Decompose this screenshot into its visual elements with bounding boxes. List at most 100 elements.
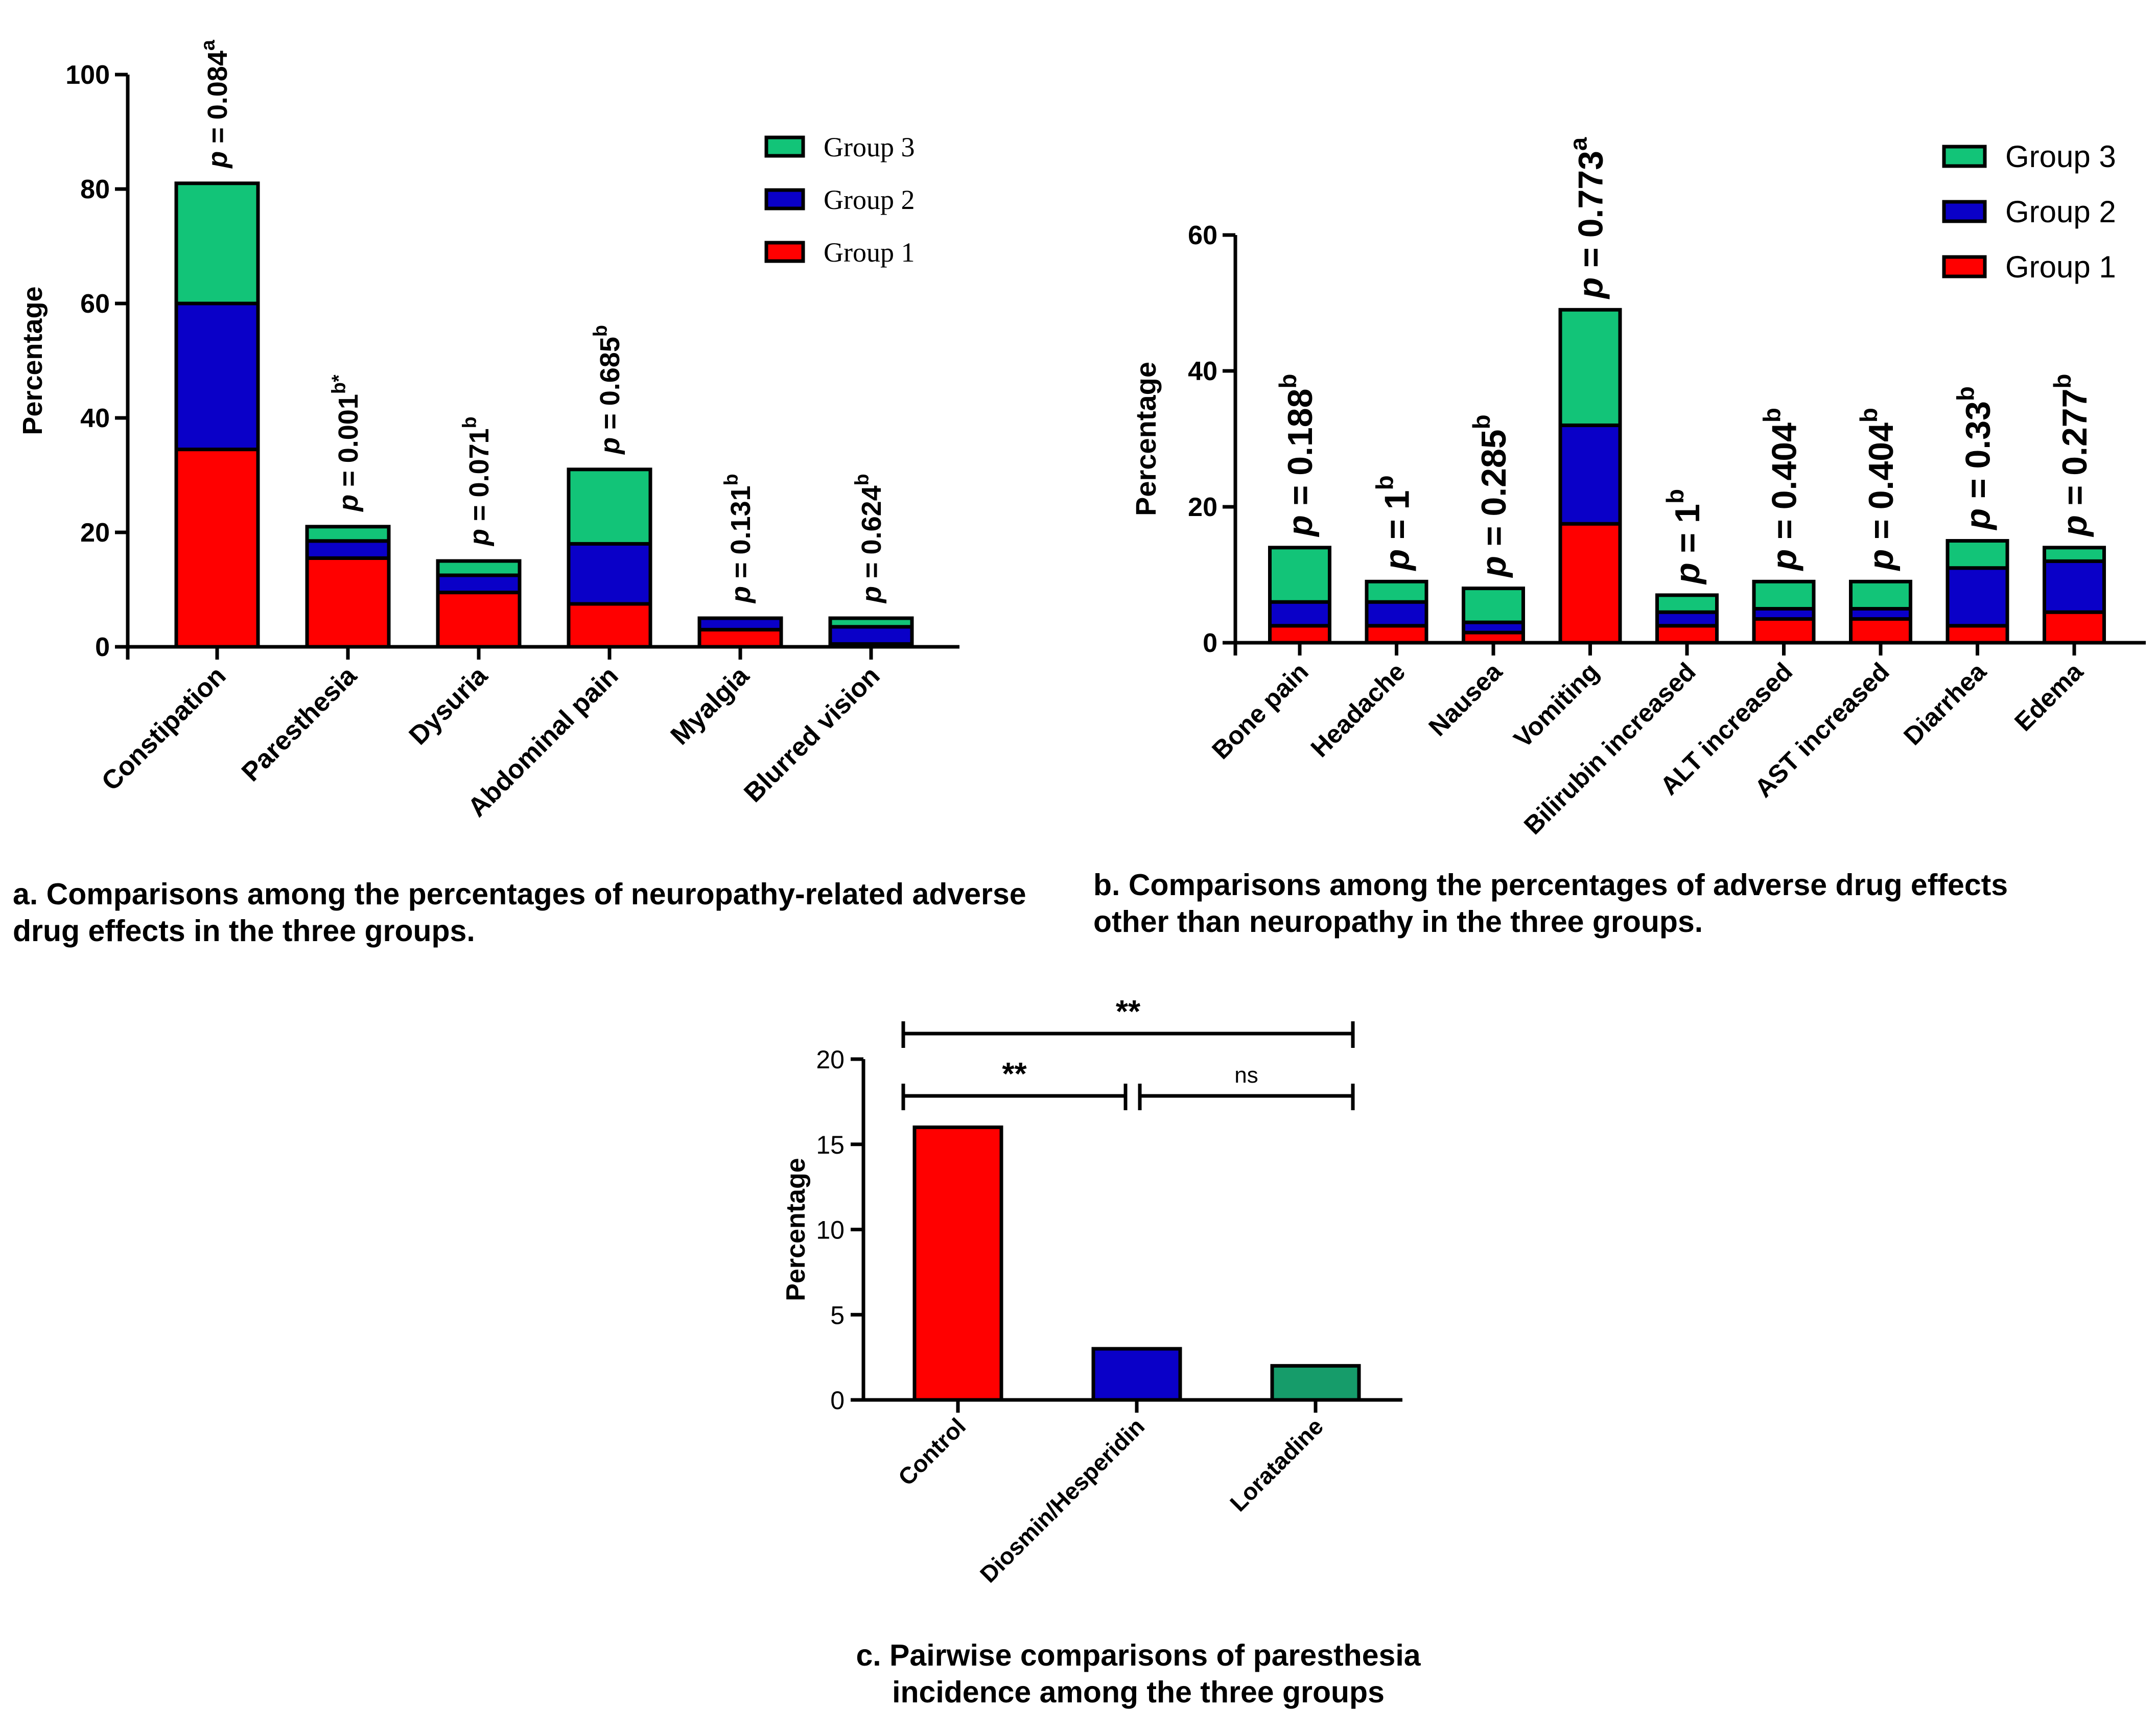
- p-value-annotation: p = 0.084a: [198, 39, 233, 169]
- legend-label: Group 2: [824, 184, 915, 215]
- bar: [1091, 1347, 1182, 1402]
- p-superscript: b: [1275, 374, 1302, 389]
- p-value: = 0.277: [2055, 389, 2094, 516]
- legend-label: Group 1: [2005, 250, 2116, 284]
- p-value-annotation: p = 0.285b: [1468, 414, 1513, 578]
- x-tick-label: Bilirubin increased: [1518, 657, 1701, 840]
- p-superscript: b: [852, 474, 873, 485]
- x-tick-label: Blurred vision: [738, 661, 885, 808]
- p-symbol: p: [2055, 515, 2094, 537]
- p-value: = 1: [1377, 490, 1416, 549]
- panel-a-caption-line-1: a. Comparisons among the percentages of …: [13, 877, 1026, 911]
- bar-segment-group-1: [174, 448, 260, 649]
- x-tick-label: Myalgia: [665, 661, 756, 751]
- p-symbol: p: [856, 586, 887, 604]
- p-value-annotation: p = 0.071b: [459, 416, 495, 547]
- p-symbol: p: [202, 151, 233, 169]
- p-superscript: b: [1468, 414, 1495, 429]
- p-value-annotation: p = 0.33b: [1953, 386, 1998, 530]
- p-value: = 0.404: [1862, 423, 1901, 549]
- bar-segment-group-3: [1946, 539, 2009, 570]
- legend-label: Group 3: [2005, 139, 2116, 174]
- y-axis-title: Percentage: [1130, 362, 1162, 516]
- x-tick-label: Edema: [2009, 657, 2089, 736]
- y-tick-label: 5: [830, 1301, 845, 1329]
- p-value-annotation: p = 0.773a: [1565, 137, 1610, 299]
- p-symbol: p: [333, 495, 364, 512]
- panel-b-caption-line-1: b. Comparisons among the percentages of …: [1093, 868, 2008, 902]
- legend-swatch: [1942, 255, 1987, 278]
- significance-label: **: [1116, 994, 1141, 1029]
- panel-c-caption-line-1: c. Pairwise comparisons of paresthesia: [856, 1639, 1421, 1672]
- legend-swatch: [764, 188, 805, 210]
- p-value: = 0.624: [856, 485, 887, 586]
- p-value-annotation: p = 0.131b: [721, 474, 756, 604]
- bar-segment-group-3: [567, 467, 652, 546]
- p-symbol: p: [1765, 549, 1803, 572]
- p-value: = 0.188: [1281, 389, 1320, 516]
- p-value-annotation: p = 0.685b: [590, 325, 625, 455]
- bar-segment-group-3: [1752, 579, 1816, 611]
- bar-segment-group-3: [1558, 308, 1622, 427]
- bar-segment-group-2: [1365, 600, 1428, 628]
- y-tick-label: 15: [816, 1131, 845, 1159]
- p-value: = 0.773: [1571, 151, 1610, 277]
- y-tick-label: 100: [65, 60, 110, 90]
- bar-segment-group-2: [2043, 559, 2106, 614]
- legend-swatch: [1942, 200, 1987, 223]
- bar-segment-group-2: [1268, 600, 1331, 628]
- p-superscript: b: [459, 416, 481, 428]
- bar-segment-group-1: [1268, 624, 1331, 645]
- p-symbol: p: [1668, 563, 1707, 585]
- bar-segment-group-2: [567, 542, 652, 606]
- x-tick-label: Constipation: [96, 661, 232, 797]
- bar-segment-group-2: [1946, 566, 2009, 628]
- p-value: = 1: [1668, 504, 1707, 563]
- significance-label: **: [1002, 1057, 1027, 1092]
- bar-segment-group-2: [1558, 423, 1622, 526]
- p-superscript: a: [198, 39, 219, 51]
- p-value-annotation: p = 0.404b: [1759, 408, 1804, 571]
- p-symbol: p: [464, 529, 495, 547]
- p-value: = 0.685: [595, 337, 625, 437]
- p-value: = 0.285: [1474, 429, 1513, 556]
- y-tick-label: 20: [80, 518, 110, 548]
- p-value-annotation: p = 0.188b: [1275, 374, 1320, 537]
- bar-segment-group-1: [1365, 624, 1428, 645]
- bar-segment-group-3: [2043, 546, 2106, 563]
- p-symbol: p: [595, 437, 625, 455]
- p-value-annotation: p = 0.404b: [1856, 408, 1901, 571]
- y-tick-label: 20: [1188, 493, 1217, 522]
- bar-segment-group-1: [305, 556, 391, 649]
- p-value: = 0.001: [333, 394, 364, 495]
- bar-segment-group-1: [1558, 522, 1622, 645]
- bar-segment-group-3: [828, 616, 914, 629]
- bar-segment-group-2: [305, 539, 391, 560]
- bar-segment-group-2: [697, 616, 783, 631]
- p-superscript: b: [1856, 408, 1883, 423]
- x-tick-label: Headache: [1305, 657, 1411, 763]
- bar-segment-group-1: [567, 602, 652, 649]
- bar-segment-group-2: [436, 573, 522, 595]
- bar-segment-group-3: [1365, 579, 1428, 604]
- x-tick-label: Nausea: [1423, 657, 1508, 741]
- p-superscript: a: [1565, 137, 1592, 151]
- y-tick-label: 0: [95, 633, 110, 662]
- y-tick-label: 0: [830, 1386, 845, 1415]
- panel-c-caption-line-2: incidence among the three groups: [892, 1675, 1385, 1709]
- p-superscript: b: [590, 325, 612, 337]
- x-tick-label: Diosmin/Hesperidin: [975, 1413, 1150, 1587]
- panel-b-caption-line-2: other than neuropathy in the three group…: [1093, 905, 1703, 939]
- p-symbol: p: [1281, 515, 1320, 537]
- bar-segment-group-2: [828, 625, 914, 646]
- p-symbol: p: [725, 586, 756, 604]
- panel-c-chart: 0 5 10 15 20 Percentage Control Diosmin/Hesperi…: [781, 994, 1402, 1588]
- p-superscript: b: [2049, 374, 2076, 389]
- bar-segment-group-3: [1849, 579, 1912, 611]
- p-symbol: p: [1571, 277, 1610, 300]
- legend-swatch: [764, 135, 805, 158]
- p-superscript: b: [1759, 408, 1786, 423]
- p-value-annotation: p = 0.001b*: [329, 375, 364, 512]
